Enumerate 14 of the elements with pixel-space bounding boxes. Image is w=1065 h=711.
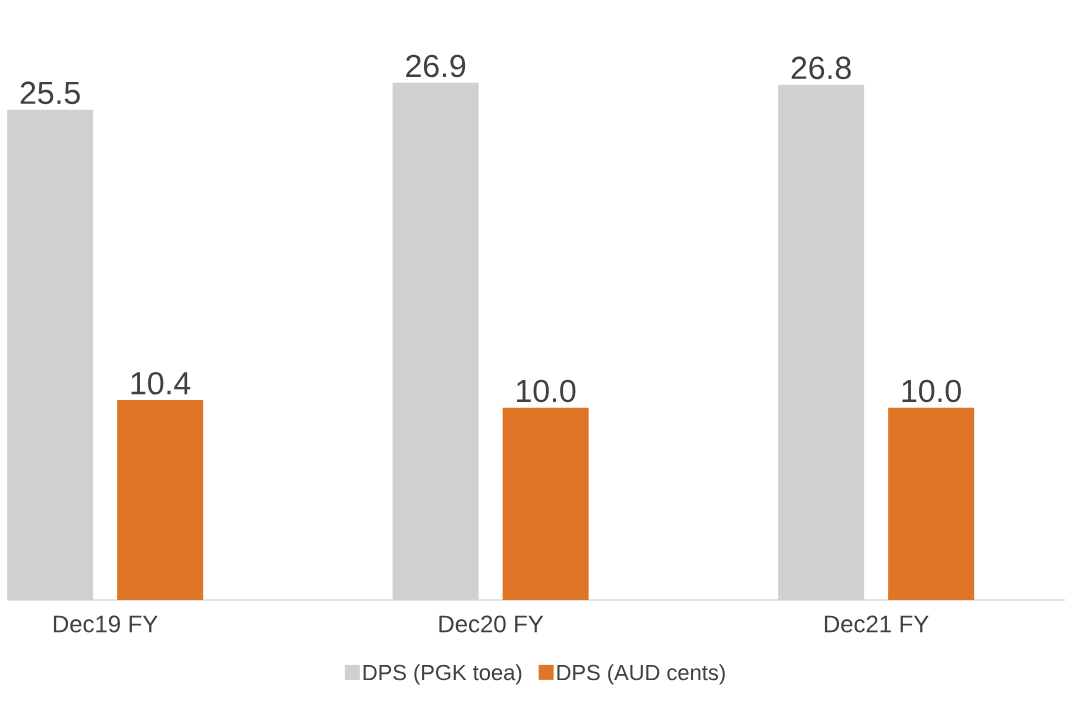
data-label: 25.5 <box>20 81 80 105</box>
legend-label: DPS (AUD cents) <box>557 664 725 685</box>
data-label: 10.0 <box>517 379 576 403</box>
x-tick-label: Dec20 FY <box>439 615 544 633</box>
x-tick-label: Dec21 FY <box>824 615 929 633</box>
data-label: 10.4 <box>131 371 191 395</box>
bar <box>117 400 204 600</box>
legend-label: DPS (PGK toea) <box>363 664 522 685</box>
data-label: 26.9 <box>406 54 466 78</box>
data-label: 26.8 <box>791 56 851 80</box>
bar <box>502 407 589 600</box>
data-label: 10.0 <box>902 379 961 403</box>
bar <box>888 407 975 600</box>
x-tick-label: Dec19 FY <box>53 615 158 633</box>
